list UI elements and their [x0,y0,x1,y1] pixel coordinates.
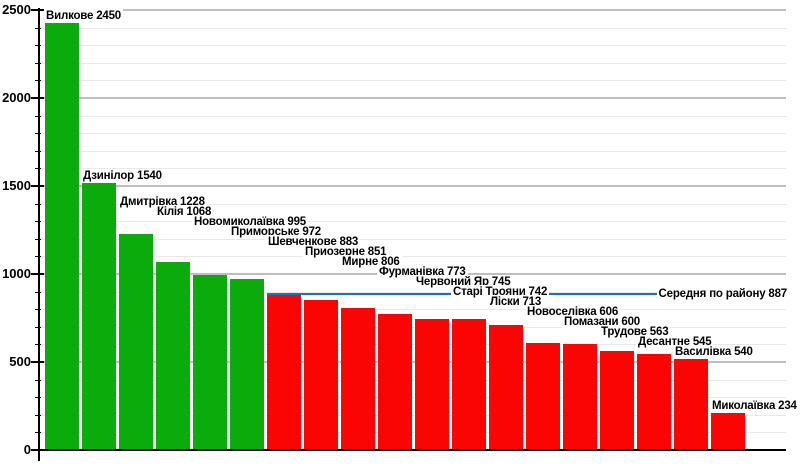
major-gridline [40,9,786,11]
y-tick-label: 2500 [2,2,31,17]
y-major-tick [31,449,44,451]
bar-Новомиколаївка [193,274,227,449]
major-gridline [40,185,786,187]
y-tick-label: 500 [9,354,31,369]
y-minor-tick [35,203,41,205]
y-tick-label: 2000 [2,90,31,105]
y-minor-tick [35,397,41,399]
y-minor-tick [35,432,41,434]
y-minor-tick [35,115,41,117]
bar-label-Дзинілор: Дзинілор 1540 [81,169,164,183]
y-minor-tick [35,150,41,152]
y-minor-tick [35,238,41,240]
minor-gridline [40,397,786,399]
minor-gridline [40,27,786,29]
y-tick-label: 1000 [2,266,31,281]
bar-Мирне [341,308,375,449]
bar-label-Миколаївка: Миколаївка 234 [710,398,799,413]
y-major-tick [31,273,44,275]
minor-gridline [40,379,786,381]
y-tick-label: 1500 [2,178,31,193]
y-minor-tick [35,326,41,328]
y-minor-tick [35,344,41,346]
y-minor-tick [35,309,41,311]
bar-Вилкове [45,18,79,449]
minor-gridline [40,344,786,346]
bar-label-Василівка: Василівка 540 [673,345,755,359]
bar-Фурманівка [378,314,412,449]
y-minor-tick [35,27,41,29]
minor-gridline [40,221,786,223]
minor-gridline [40,80,786,82]
y-minor-tick [35,291,41,293]
bar-Ліски [489,324,523,449]
y-axis [38,8,40,461]
y-major-tick [31,9,44,11]
minor-gridline [40,203,786,205]
major-gridline [40,97,786,99]
y-minor-tick [35,80,41,82]
y-major-tick [31,97,44,99]
y-major-tick [31,185,44,187]
y-minor-tick [35,133,41,135]
y-minor-tick [35,414,41,416]
minor-gridline [40,291,786,293]
bar-Старі Трояни [452,319,486,449]
bar-Шевченкове [267,294,301,449]
minor-gridline [40,133,786,135]
y-minor-tick [35,379,41,381]
bar-label-Вилкове: Вилкове 2450 [44,8,124,23]
minor-gridline [40,326,786,328]
minor-gridline [40,62,786,64]
major-gridline [40,361,786,363]
minor-gridline [40,150,786,152]
minor-gridline [40,256,786,258]
bar-Приозерне [304,300,338,449]
bar-Трудове [600,350,634,449]
minor-gridline [40,115,786,117]
bar-Помазани [563,344,597,449]
bar-Миколаївка [711,408,745,449]
y-minor-tick [35,256,41,258]
minor-gridline [40,414,786,416]
bar-Василівка [674,355,708,449]
minor-gridline [40,238,786,240]
bar-Червоний Яр [415,318,449,449]
y-minor-tick [35,62,41,64]
bar-Приморське [230,278,264,449]
y-major-tick [31,361,44,363]
average-label: Середня по району 887 [656,285,789,302]
bar-Десантне [637,354,671,449]
y-minor-tick [35,45,41,47]
minor-gridline [40,168,786,170]
y-minor-tick [35,221,41,223]
x-axis [38,449,786,451]
minor-gridline [40,309,786,311]
bar-Новоселівка [526,343,560,449]
bar-Дмитрівка [119,233,153,449]
y-tick-label: 0 [23,442,31,457]
bar-Кілія [156,262,190,449]
minor-gridline [40,432,786,434]
y-minor-tick [35,168,41,170]
bar-Дзинілор [82,179,116,449]
minor-gridline [40,45,786,47]
